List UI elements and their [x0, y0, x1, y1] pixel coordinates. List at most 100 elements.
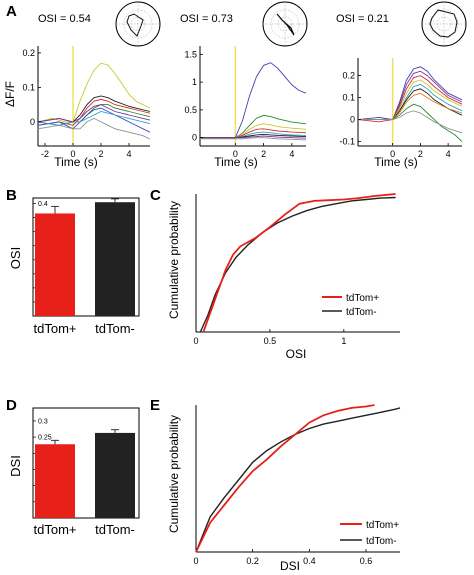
trace-plot: -2 0 2 4 0 0.1 0.2	[22, 46, 151, 159]
panel-letter-d: D	[6, 397, 17, 414]
cdf-plot: 0 0.2 0.4 0.6	[193, 404, 401, 566]
y-axis-label: Cumulative probability	[167, 201, 181, 319]
x-axis-label: DSI	[280, 559, 300, 573]
trace-8	[200, 137, 307, 141]
y-tick-label: 0.25	[38, 435, 52, 442]
y-tick-label: 0.4	[38, 201, 48, 208]
trace-9	[358, 110, 463, 134]
x-axis-label: OSI	[286, 347, 307, 361]
trace-6	[37, 104, 151, 123]
category-label-tdtom-minus: tdTom-	[95, 522, 135, 537]
trace-3	[37, 98, 151, 126]
cdf-line-tdTom-	[195, 407, 401, 553]
legend-label-tdtom-plus: tdTom+	[346, 293, 379, 304]
legend: tdTom+ tdTom-	[340, 520, 399, 547]
trace-5	[37, 107, 151, 133]
trace-2	[200, 114, 307, 139]
trace-4	[358, 79, 463, 121]
trace-1	[37, 62, 151, 123]
x-tick-label: 0.4	[303, 556, 316, 566]
panel-b-bar-chart: 0.050.10.150.20.250.30.350.4 OSI tdTom+ …	[8, 197, 140, 336]
cdf-plot: 0 0.5 1	[193, 193, 400, 346]
y-tick-label: 0.2	[342, 71, 355, 81]
trace-8	[37, 117, 151, 140]
legend-label-tdtom-minus: tdTom-	[366, 536, 397, 547]
legend-label-tdtom-plus: tdTom+	[366, 520, 399, 531]
polar-plot-icon	[262, 1, 308, 47]
bar-tdTom+	[35, 444, 75, 518]
x-tick-label: 0	[70, 149, 75, 159]
bar-tdTom-	[95, 202, 135, 316]
y-axis-label: DSI	[8, 455, 23, 477]
x-tick-label: 4	[289, 149, 294, 159]
cdf-line-tdTom+	[202, 193, 396, 333]
category-label-tdtom-plus: tdTom+	[34, 522, 77, 537]
x-tick-label: 0	[193, 336, 198, 346]
x-tick-label: 0.6	[360, 556, 373, 566]
category-label-tdtom-plus: tdTom+	[34, 321, 77, 336]
y-tick-label: 0.3	[38, 418, 48, 425]
bars	[35, 198, 135, 316]
x-tick-label: 1	[341, 336, 346, 346]
x-axis-label: Time (s)	[54, 155, 98, 169]
panel-letter-a: A	[6, 3, 17, 20]
legend: tdTom+ tdTom-	[322, 293, 379, 318]
legend-label-tdtom-minus: tdTom-	[346, 307, 377, 318]
panel-a-cell-3: OSI = 0.21 0 2 4 -0.1 0 0.1 0.2 Time (s)	[336, 1, 467, 169]
y-tick-label: 0.1	[342, 93, 355, 103]
trace-8	[358, 103, 463, 142]
trace-7	[37, 111, 151, 126]
panel-letter-e: E	[150, 397, 160, 414]
x-tick-label: 0.5	[264, 336, 277, 346]
x-axis-label: Time (s)	[214, 155, 258, 169]
category-label-tdtom-minus: tdTom-	[95, 321, 135, 336]
y-tick-label: 1	[192, 77, 197, 87]
x-axis-label: Time (s)	[374, 155, 418, 169]
bar-tdTom+	[35, 213, 75, 316]
trace-7	[200, 135, 307, 139]
y-axis-label: Cumulative probability	[167, 415, 181, 533]
panel-c-cdf-plot: 0 0.5 1 Cumulative probability OSI tdTom+ …	[167, 193, 400, 361]
panel-a-ylabel: ΔF/F	[3, 81, 17, 107]
y-tick-label: 0.1	[22, 82, 35, 92]
cdf-line-tdTom+	[195, 404, 375, 553]
x-tick-label: 0.2	[246, 556, 259, 566]
osi-label: OSI = 0.21	[336, 13, 389, 25]
x-tick-label: 0	[390, 149, 395, 159]
y-tick-label: 0.2	[22, 48, 35, 58]
panel-e-cdf-plot: 0 0.2 0.4 0.6 Cumulative probability DSI td…	[167, 404, 401, 573]
osi-label: OSI = 0.54	[38, 13, 91, 25]
trace-5	[358, 83, 463, 121]
y-tick-label: 0	[192, 133, 197, 143]
trace-3	[357, 75, 463, 123]
trace-4	[200, 128, 307, 139]
x-tick-label: 2	[418, 149, 423, 159]
panel-letter-c: C	[150, 187, 161, 204]
polar-plot-icon	[115, 1, 161, 47]
osi-label: OSI = 0.73	[180, 13, 233, 25]
panel-d-bar-chart: 0.050.10.150.20.250.3 DSI tdTom+ tdTom-	[8, 407, 140, 537]
x-tick-label: 0	[233, 149, 238, 159]
panel-letter-b: B	[6, 187, 17, 204]
bars	[35, 429, 135, 518]
trace-1	[200, 62, 307, 139]
x-tick-label: 4	[126, 149, 131, 159]
polar-plot-icon	[421, 1, 467, 47]
panel-a-cell-2: OSI = 0.73 0 2 4 0 0.5 1 1.5 Time (s)	[180, 1, 308, 169]
x-tick-label: -2	[41, 149, 49, 159]
trace-plot: 0 2 4 0 0.5 1 1.5	[184, 46, 307, 159]
y-tick-label: -0.1	[339, 137, 355, 147]
y-tick-label: 0	[350, 115, 355, 125]
x-tick-label: 2	[98, 149, 103, 159]
y-tick-label: 0.5	[184, 105, 197, 115]
y-axis-label: OSI	[8, 247, 23, 269]
y-tick-label: 1.5	[184, 49, 197, 59]
trace-plot: 0 2 4 -0.1 0 0.1 0.2	[339, 58, 463, 159]
y-tick-label: 0	[30, 117, 35, 127]
x-tick-label: 2	[261, 149, 266, 159]
x-tick-label: 0	[193, 556, 198, 566]
bar-tdTom-	[95, 432, 135, 518]
x-tick-label: 4	[446, 149, 451, 159]
panel-a-cell-1: OSI = 0.54 -2 0 2 4 0 0.1 0.2 Time (s)	[22, 1, 161, 169]
